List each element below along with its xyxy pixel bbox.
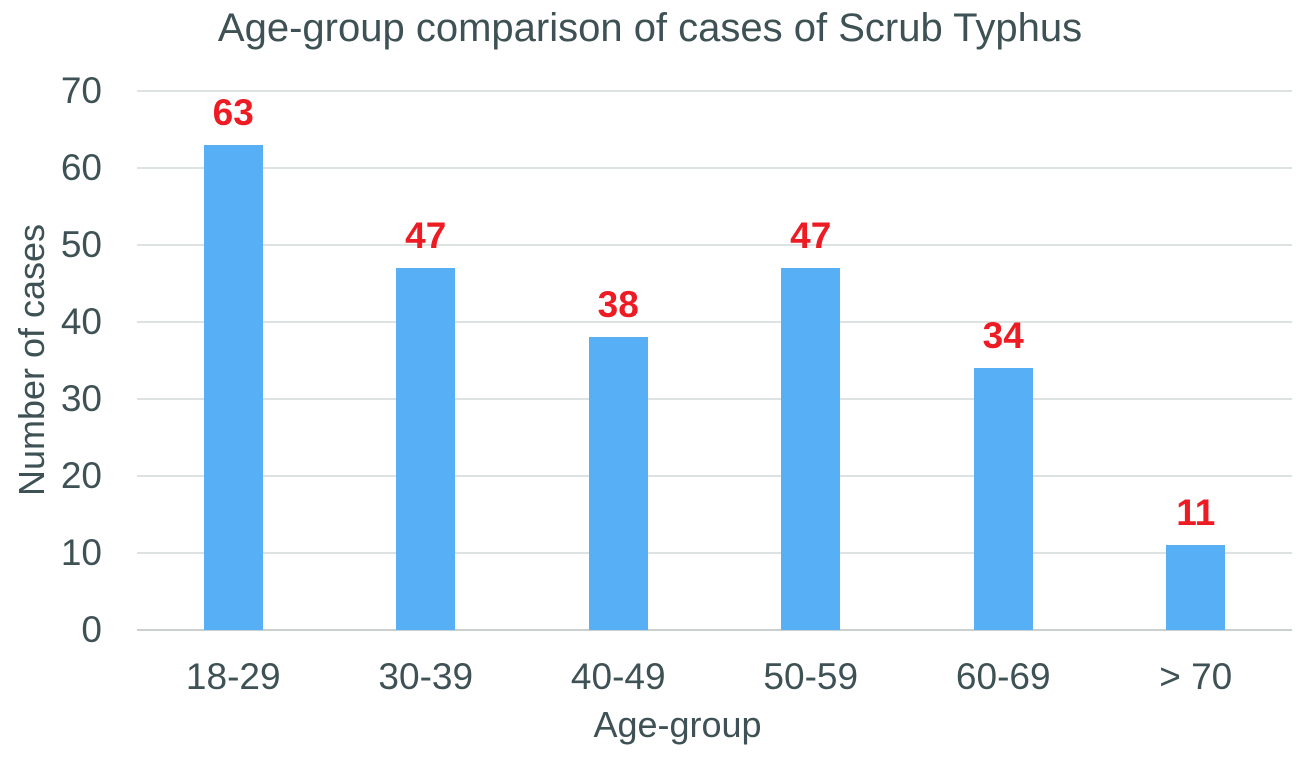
bar [203, 144, 263, 630]
x-axis-title: Age-group [593, 704, 762, 745]
x-tick-label: 18-29 [185, 656, 281, 697]
bar-value-label: 63 [212, 91, 254, 133]
bar [588, 337, 648, 630]
bar [1166, 545, 1226, 630]
y-tick-label: 30 [60, 378, 102, 419]
bar-value-label: 34 [982, 315, 1024, 357]
gridline [137, 321, 1292, 323]
gridline [137, 552, 1292, 554]
x-tick-label: > 70 [1159, 656, 1233, 697]
y-tick-label: 0 [81, 609, 102, 650]
bar [973, 368, 1033, 630]
x-axis-tick-labels: 18-29 30-39 40-49 50-59 60-69 > 70 [137, 655, 1292, 703]
bar [781, 268, 841, 630]
bar-value-label: 47 [405, 215, 447, 257]
gridline [137, 629, 1292, 631]
gridline [137, 244, 1292, 246]
chart-title: Age-group comparison of cases of Scrub T… [217, 6, 1083, 50]
y-tick-label: 50 [60, 224, 102, 265]
y-axis-tick-labels: 0 10 20 30 40 50 60 70 [0, 70, 102, 650]
x-tick-label: 40-49 [570, 656, 666, 697]
y-tick-label: 10 [60, 532, 102, 573]
y-tick-label: 20 [60, 455, 102, 496]
bar-value-label: 11 [1176, 492, 1216, 534]
y-tick-label: 40 [60, 301, 102, 342]
gridline [137, 167, 1292, 169]
x-tick-label: 60-69 [955, 656, 1051, 697]
y-tick-label: 60 [60, 147, 102, 188]
bar-value-label: 38 [597, 284, 639, 326]
gridline [137, 90, 1292, 92]
y-tick-label: 70 [60, 70, 102, 111]
gridline [137, 475, 1292, 477]
plot-area: 63 47 38 47 34 11 [137, 90, 1292, 631]
x-tick-label: 30-39 [378, 656, 474, 697]
x-tick-label: 50-59 [763, 656, 859, 697]
gridline [137, 398, 1292, 400]
bar-value-label: 47 [790, 215, 832, 257]
bar [396, 268, 456, 630]
